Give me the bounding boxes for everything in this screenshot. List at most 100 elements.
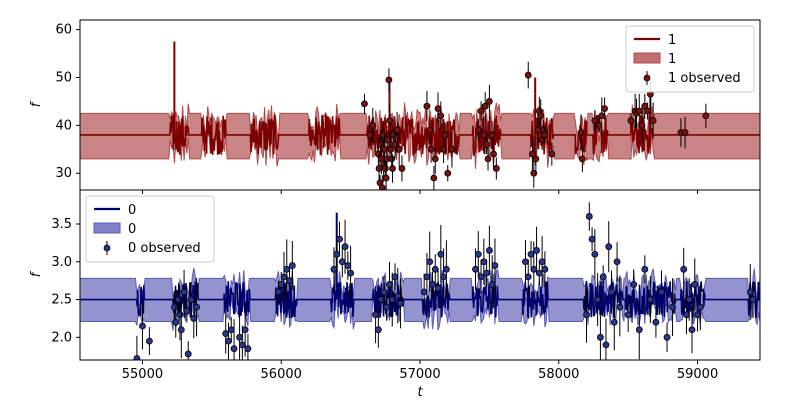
- bottom-observed-point-63: [524, 273, 532, 281]
- top-observed-point-75: [702, 112, 710, 120]
- bottom-observed-point-57: [480, 258, 488, 266]
- bottom-observed-point-2: [145, 337, 153, 345]
- bottom-observed-point-23: [277, 281, 285, 288]
- bottom-observed-point-89: [658, 288, 665, 296]
- top-observed-point-61: [595, 121, 603, 129]
- bottom-legend-label-2: 0 observed: [128, 241, 201, 256]
- bottom-observed-point-88: [652, 318, 660, 326]
- bottom-observed-point-32: [341, 243, 349, 251]
- bottom-observed-point-14: [222, 330, 230, 337]
- bottom-observed-point-3: [170, 303, 178, 311]
- bottom-observed-point-82: [616, 303, 624, 311]
- top-observed-point-31: [434, 105, 442, 112]
- bottom-observed-point-85: [635, 326, 643, 334]
- top-observed-point-50: [532, 155, 540, 163]
- top-observed-point-34: [441, 131, 449, 139]
- top-observed-point-51: [534, 126, 542, 134]
- bottom-observed-point-5: [175, 296, 182, 303]
- bottom-observed-point-39: [383, 303, 391, 311]
- top-observed-point-38: [477, 107, 485, 115]
- bottom-ytick-label-1: 2.5: [51, 293, 72, 308]
- bottom-observed-point-30: [336, 235, 343, 243]
- bottom-ytick-label-2: 3.0: [51, 255, 72, 270]
- bottom-observed-point-28: [330, 265, 338, 273]
- bottom-observed-point-53: [442, 265, 450, 273]
- bottom-observed-point-66: [533, 247, 540, 254]
- bottom-observed-point-31: [338, 258, 346, 266]
- bottom-observed-point-9: [183, 307, 191, 315]
- bottom-legend: 0 0 0 observed: [85, 195, 215, 263]
- bottom-observed-point-92: [680, 265, 688, 273]
- bottom-observed-point-34: [347, 269, 355, 277]
- bottom-observed-point-75: [597, 333, 604, 341]
- top-observed-point-36: [448, 145, 456, 153]
- top-observed-point-26: [423, 102, 431, 110]
- bottom-observed-point-12: [190, 315, 198, 322]
- bottom-observed-point-65: [530, 265, 538, 273]
- top-observed-point-40: [481, 102, 489, 110]
- bottom-observed-point-48: [429, 281, 436, 288]
- bottom-observed-point-90: [663, 333, 671, 341]
- bottom-observed-point-33: [344, 262, 352, 269]
- top-observed-point-67: [635, 107, 643, 115]
- bottom-observed-point-24: [280, 273, 288, 281]
- bottom-observed-point-17: [230, 345, 238, 353]
- bottom-observed-point-25: [283, 265, 291, 273]
- bottom-model-line: [80, 280, 760, 320]
- xtick-label-3: 58000: [538, 367, 579, 382]
- top-observed-point-45: [490, 150, 497, 158]
- bottom-observed-point-97: [694, 311, 701, 319]
- bottom-observed-point-74: [594, 296, 602, 303]
- top-legend-point-swatch: [643, 74, 651, 82]
- top-legend-band-swatch: [633, 52, 661, 64]
- bottom-observed-point-35: [372, 311, 379, 319]
- bottom-legend-point-swatch: [103, 244, 111, 252]
- bottom-observed-point-87: [646, 296, 654, 303]
- bottom-observed-point-61: [491, 262, 499, 269]
- bottom-observed-point-64: [527, 250, 535, 258]
- bottom-observed-point-84: [630, 281, 638, 288]
- bottom-observed-point-98: [696, 303, 704, 311]
- top-observed-point-28: [427, 145, 435, 153]
- xtick-label-4: 59000: [677, 367, 718, 382]
- bottom-observed-point-81: [613, 258, 621, 266]
- bottom-observed-point-15: [225, 337, 232, 345]
- top-ylabel: f: [29, 100, 44, 107]
- bottom-observed-point-71: [585, 213, 593, 220]
- top-observed-point-41: [483, 141, 491, 148]
- bottom-observed-point-67: [535, 269, 543, 277]
- top-observed-point-9: [381, 165, 389, 172]
- top-observed-point-33: [440, 145, 447, 153]
- bottom-observed-point-78: [605, 243, 613, 251]
- bottom-observed-point-100: [749, 296, 757, 303]
- bottom-observed-point-80: [610, 318, 618, 326]
- top-legend-label-2: 1 observed: [668, 71, 741, 86]
- top-observed-point-46: [492, 165, 500, 172]
- top-observed-point-44: [488, 131, 496, 139]
- bottom-observed-point-91: [669, 303, 676, 311]
- top-observed-point-5: [378, 184, 386, 190]
- top-legend-label-1: 1: [668, 52, 676, 67]
- top-observed-point-17: [389, 165, 396, 172]
- bottom-observed-point-86: [641, 265, 649, 273]
- top-ytick-label-0: 30: [55, 166, 72, 181]
- bottom-observed-point-43: [394, 292, 402, 300]
- bottom-observed-point-4: [172, 318, 180, 326]
- top-legend-label-0: 1: [668, 33, 676, 48]
- top-observed-point-27: [426, 126, 434, 134]
- bottom-observed-point-52: [440, 273, 447, 281]
- bottom-observed-point-0: [133, 355, 141, 360]
- bottom-observed-point-70: [583, 311, 590, 319]
- bottom-observed-point-21: [244, 345, 252, 353]
- bottom-observed-point-46: [423, 273, 431, 281]
- bottom-observed-point-40: [386, 281, 393, 288]
- top-observed-point-25: [369, 121, 377, 129]
- top-observed-point-60: [591, 117, 599, 124]
- bottom-observed-point-50: [434, 284, 442, 292]
- bottom-observed-point-95: [688, 326, 696, 334]
- bottom-panel: 2.0 2.5 3.0 3.5 f 55000 56000 57000 58000 59000 t 0…: [29, 189, 761, 400]
- bottom-observed-point-38: [380, 288, 388, 296]
- bottom-observed-point-37: [377, 296, 385, 303]
- top-observed-point-6: [379, 131, 387, 139]
